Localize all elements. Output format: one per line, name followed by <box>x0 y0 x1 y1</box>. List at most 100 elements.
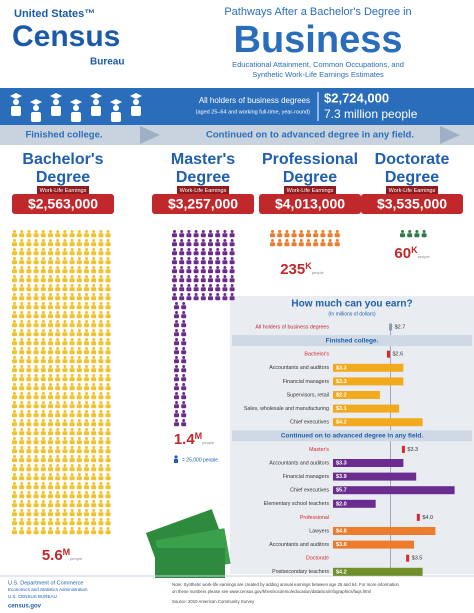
person-body <box>174 368 179 373</box>
person-head <box>175 338 178 341</box>
person-body <box>12 485 17 490</box>
person-body <box>48 332 53 337</box>
person-head <box>56 500 60 503</box>
person-body <box>26 440 32 445</box>
person-body <box>55 296 61 301</box>
person-body <box>174 314 179 319</box>
person-head <box>285 239 289 242</box>
bar <box>333 459 404 467</box>
person-body <box>76 530 82 535</box>
person-body <box>12 476 17 481</box>
person-body <box>222 278 228 283</box>
person-head <box>77 374 81 377</box>
person-body <box>40 395 46 400</box>
person-head <box>106 419 110 422</box>
person-body <box>33 314 39 319</box>
person-head <box>41 518 45 521</box>
person-head <box>34 284 38 287</box>
person-head <box>182 311 186 314</box>
people-count: 1.4Mpeople <box>174 431 215 448</box>
bar-value-label: $3.9 <box>336 474 347 480</box>
person-head <box>85 410 88 413</box>
person-head <box>13 239 16 242</box>
person-head <box>63 284 67 287</box>
value-label: $2.6 <box>392 352 403 358</box>
person-head <box>41 248 45 251</box>
person-body <box>105 395 111 400</box>
person-head <box>216 275 220 278</box>
person-head <box>20 266 24 269</box>
person-head <box>180 257 184 260</box>
person-head <box>230 293 234 296</box>
person-body <box>12 341 17 346</box>
person-body <box>62 269 68 274</box>
person-body <box>26 296 32 301</box>
person-body <box>62 494 68 499</box>
person-head <box>56 365 60 368</box>
person-head <box>201 284 205 287</box>
person-head <box>77 284 81 287</box>
person-body <box>76 296 82 301</box>
person-body <box>19 413 25 418</box>
footer-source: Source: 2010 American Community Survey <box>172 599 255 604</box>
person-body <box>270 242 275 247</box>
person-head <box>27 455 31 458</box>
person-head <box>106 293 110 296</box>
person-body <box>200 269 206 274</box>
person-body <box>105 242 111 247</box>
person-head <box>13 374 16 377</box>
person-body <box>105 350 111 355</box>
row-label: Sales, wholesale and manufacturing <box>244 406 329 412</box>
footer-agency: U.S. Department of Commerce <box>8 580 84 586</box>
person-body <box>105 314 111 319</box>
person-body <box>55 440 61 445</box>
person-head <box>41 374 45 377</box>
person-head <box>49 464 52 467</box>
person-body <box>48 440 53 445</box>
person-body <box>76 242 82 247</box>
person-head <box>216 239 220 242</box>
person-head <box>106 482 110 485</box>
person-body <box>105 341 111 346</box>
people-icons <box>174 302 187 427</box>
person-head <box>106 437 110 440</box>
person-body <box>40 422 46 427</box>
person-head <box>41 410 45 413</box>
person-body <box>91 512 97 517</box>
person-head <box>20 320 24 323</box>
person-body <box>91 521 97 526</box>
person-body <box>69 404 75 409</box>
person-body <box>229 278 235 283</box>
person-head <box>292 239 296 242</box>
person-head <box>99 446 103 449</box>
person-head <box>13 491 16 494</box>
person-head <box>13 437 16 440</box>
person-head <box>85 473 88 476</box>
person-body <box>55 233 61 238</box>
row-label: Accountants and auditors <box>269 365 329 371</box>
person-body <box>26 251 32 256</box>
person-head <box>99 464 103 467</box>
person-body <box>40 323 46 328</box>
bar <box>333 567 423 576</box>
person-head <box>173 293 176 296</box>
person-body <box>84 287 89 292</box>
person-body <box>40 332 46 337</box>
person-body <box>172 242 177 247</box>
person-head <box>85 482 88 485</box>
person-head <box>27 293 31 296</box>
person-head <box>182 365 186 368</box>
person-head <box>85 284 88 287</box>
person-body <box>33 305 39 310</box>
degree-name: Doctorate <box>375 151 450 168</box>
person-head <box>27 329 31 332</box>
earnings-tab <box>284 186 336 194</box>
person-head <box>92 455 96 458</box>
person-body <box>26 503 32 508</box>
person-body <box>62 422 68 427</box>
person-body <box>98 269 104 274</box>
person-body <box>33 440 39 445</box>
person-head <box>41 401 45 404</box>
person-head <box>271 239 274 242</box>
person-body <box>174 323 179 328</box>
